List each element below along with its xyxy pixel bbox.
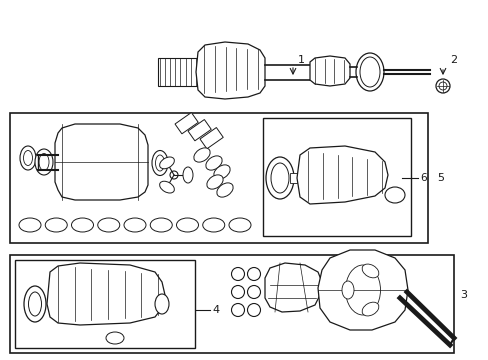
Ellipse shape bbox=[159, 157, 174, 169]
Polygon shape bbox=[317, 250, 407, 330]
Ellipse shape bbox=[176, 218, 198, 232]
Ellipse shape bbox=[203, 218, 224, 232]
Ellipse shape bbox=[231, 285, 244, 298]
Polygon shape bbox=[309, 56, 349, 86]
Ellipse shape bbox=[98, 218, 120, 232]
Ellipse shape bbox=[435, 79, 449, 93]
Bar bbox=[158, 58, 207, 86]
Ellipse shape bbox=[247, 267, 260, 280]
Ellipse shape bbox=[35, 149, 53, 175]
Ellipse shape bbox=[265, 157, 293, 199]
Bar bbox=[15, 260, 195, 348]
Bar bbox=[200, 127, 223, 149]
Ellipse shape bbox=[170, 171, 178, 179]
Ellipse shape bbox=[45, 218, 67, 232]
Text: 3: 3 bbox=[459, 290, 466, 300]
Ellipse shape bbox=[247, 285, 260, 298]
Ellipse shape bbox=[231, 303, 244, 316]
Ellipse shape bbox=[206, 175, 223, 189]
Ellipse shape bbox=[359, 57, 379, 87]
Bar bbox=[187, 120, 211, 141]
Ellipse shape bbox=[341, 281, 353, 299]
Bar bbox=[289, 173, 297, 183]
Ellipse shape bbox=[205, 156, 222, 170]
Text: 2: 2 bbox=[449, 55, 456, 65]
Polygon shape bbox=[196, 42, 264, 99]
Ellipse shape bbox=[159, 181, 174, 193]
Ellipse shape bbox=[155, 294, 169, 314]
Ellipse shape bbox=[362, 302, 378, 316]
Ellipse shape bbox=[355, 53, 383, 91]
Ellipse shape bbox=[193, 148, 210, 162]
Bar bbox=[263, 118, 410, 236]
Ellipse shape bbox=[247, 303, 260, 316]
Ellipse shape bbox=[19, 218, 41, 232]
Ellipse shape bbox=[384, 187, 404, 203]
Ellipse shape bbox=[183, 167, 193, 183]
Polygon shape bbox=[264, 263, 321, 312]
Ellipse shape bbox=[345, 265, 380, 315]
Ellipse shape bbox=[438, 82, 446, 90]
Ellipse shape bbox=[23, 150, 32, 166]
Polygon shape bbox=[55, 124, 148, 200]
Ellipse shape bbox=[213, 165, 230, 179]
Ellipse shape bbox=[216, 183, 233, 197]
Ellipse shape bbox=[228, 218, 250, 232]
Text: 4: 4 bbox=[212, 305, 219, 315]
Ellipse shape bbox=[155, 155, 164, 171]
Bar bbox=[10, 255, 453, 353]
Text: 5: 5 bbox=[436, 173, 443, 183]
Polygon shape bbox=[47, 263, 164, 325]
Ellipse shape bbox=[124, 218, 146, 232]
Ellipse shape bbox=[71, 218, 93, 232]
Ellipse shape bbox=[362, 264, 378, 278]
Ellipse shape bbox=[28, 292, 41, 316]
Bar bbox=[10, 113, 427, 243]
Ellipse shape bbox=[152, 150, 168, 176]
Ellipse shape bbox=[270, 163, 288, 193]
Bar bbox=[175, 113, 198, 134]
Text: 6: 6 bbox=[419, 173, 426, 183]
Ellipse shape bbox=[39, 153, 49, 171]
Ellipse shape bbox=[20, 146, 36, 170]
Text: 1: 1 bbox=[297, 55, 305, 65]
Ellipse shape bbox=[150, 218, 172, 232]
Polygon shape bbox=[296, 146, 387, 204]
Ellipse shape bbox=[24, 286, 46, 322]
Ellipse shape bbox=[106, 332, 124, 344]
Ellipse shape bbox=[231, 267, 244, 280]
